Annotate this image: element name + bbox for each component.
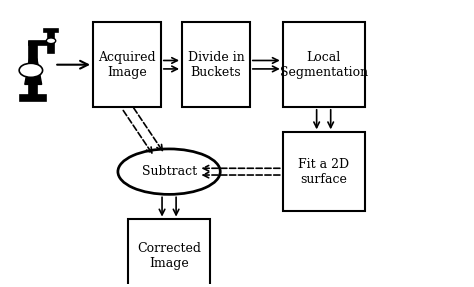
- Bar: [44, 29, 57, 32]
- Bar: [283, 22, 365, 107]
- Bar: [93, 22, 161, 107]
- Bar: [29, 42, 37, 96]
- Ellipse shape: [118, 149, 220, 194]
- Text: Acquired
Image: Acquired Image: [98, 51, 156, 79]
- Polygon shape: [25, 59, 42, 84]
- Text: Local
Segmentation: Local Segmentation: [280, 51, 368, 79]
- Bar: [128, 220, 210, 287]
- Text: Divide in
Buckets: Divide in Buckets: [188, 51, 244, 79]
- Bar: [48, 30, 54, 53]
- Text: Corrected
Image: Corrected Image: [137, 242, 201, 270]
- Bar: [283, 132, 365, 211]
- Text: Fit a 2D
surface: Fit a 2D surface: [298, 158, 349, 186]
- Text: Subtract: Subtract: [142, 165, 197, 178]
- Circle shape: [19, 63, 43, 77]
- Bar: [182, 22, 250, 107]
- Bar: [20, 95, 46, 101]
- Bar: [29, 41, 53, 45]
- Circle shape: [46, 38, 56, 44]
